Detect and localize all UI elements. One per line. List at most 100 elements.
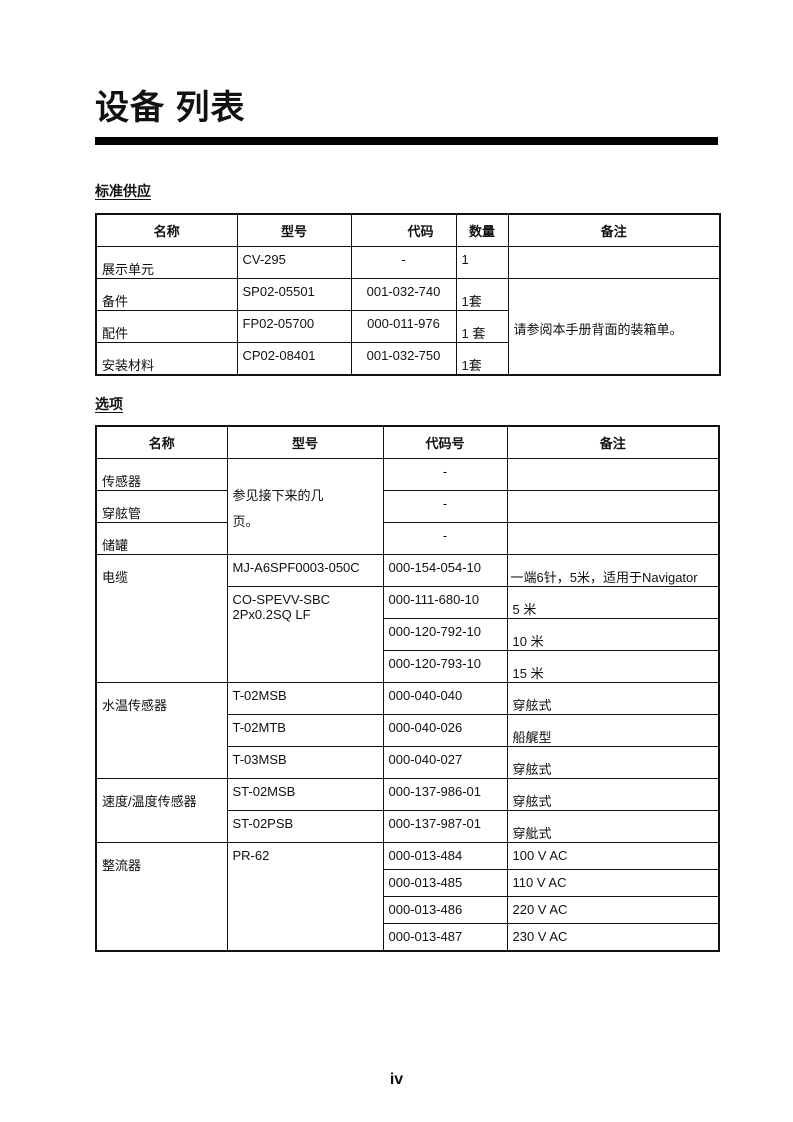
cell-code: 001-032-740: [350, 277, 457, 311]
table-header-row: 名称 型号 代码 数量 备注: [95, 213, 721, 247]
cell-note: [506, 457, 720, 491]
cell-name: 传感器: [95, 457, 228, 491]
header-name: 名称: [95, 425, 228, 459]
cell-note: 220 V AC: [506, 895, 720, 924]
cell-name: 储罐: [95, 521, 228, 555]
cell-model: T-02MTB: [226, 713, 384, 747]
cell-note: 110 V AC: [506, 868, 720, 897]
cell-shared-note: 请参阅本手册背面的装箱单。: [507, 277, 721, 375]
table-row: 传感器 参见接下来的几页。 -: [95, 457, 720, 555]
cell-note: 100 V AC: [506, 841, 720, 870]
table-row: 速度/温度传感器 ST-02MSB 000-137-986-01 穿舷式: [95, 777, 720, 843]
cell-qty: 1: [455, 245, 509, 279]
cell-note: [506, 489, 720, 523]
header-model: 型号: [236, 213, 352, 247]
cell-note: 穿舷式: [506, 681, 720, 715]
cell-model: MJ-A6SPF0003-050C: [226, 553, 384, 587]
cell-note: 穿舷式: [506, 745, 720, 779]
cell-note: 一端6针，5米，适用于Navigator: [506, 553, 720, 587]
cell-note: 10 米: [506, 617, 720, 651]
cell-name: 穿舷管: [95, 489, 228, 523]
cell-code: 000-120-792-10: [382, 617, 508, 651]
table-row: 电缆 MJ-A6SPF0003-050C 000-154-054-10 一端6针…: [95, 553, 720, 683]
cell-code: 000-040-026: [382, 713, 508, 747]
cell-code: 000-137-987-01: [382, 809, 508, 843]
header-note: 备注: [506, 425, 720, 459]
header-model: 型号: [226, 425, 384, 459]
cell-note: [507, 245, 721, 279]
cell-model: PR-62: [226, 841, 384, 952]
cell-note: 5 米: [506, 585, 720, 619]
cell-model: SP02-05501: [236, 277, 352, 311]
cell-model: CO-SPEVV-SBC 2Px0.2SQ LF: [226, 585, 384, 683]
table-row: 000-120-793-10 15 米: [96, 649, 720, 683]
cell-model: T-02MSB: [226, 681, 384, 715]
cell-model: ST-02MSB: [226, 777, 384, 811]
table-row: 备件 SP02-05501 001-032-740 1套 请参阅本手册背面的装箱…: [95, 277, 721, 375]
table-row: 配件 FP02-05700 000-011-976 1 套: [95, 309, 720, 343]
cell-code: 001-032-750: [350, 341, 457, 375]
cell-note: 船艉型: [506, 713, 720, 747]
standard-supply-table: 名称 型号 代码 数量 备注 展示单元 CV-295 - 1 备件 SP02-0…: [95, 213, 721, 376]
cell-qty: 1套: [455, 341, 509, 375]
table-row: ST-02PSB 000-137-987-01 穿舭式: [96, 809, 720, 843]
cell-code: -: [382, 457, 508, 491]
cell-note: 15 米: [506, 649, 720, 683]
table-header-row: 名称 型号 代码号 备注: [95, 425, 720, 459]
cell-note: 穿舭式: [506, 809, 720, 843]
cell-qty: 1 套: [455, 309, 509, 343]
cell-code: -: [350, 245, 457, 279]
cell-name: 安装材料: [95, 341, 238, 375]
cell-model: CP02-08401: [236, 341, 352, 375]
header-name: 名称: [95, 213, 238, 247]
cell-code: 000-154-054-10: [382, 553, 508, 587]
table-row: 水温传感器 T-02MSB 000-040-040 穿舷式: [95, 681, 720, 779]
table-row: CO-SPEVV-SBC 2Px0.2SQ LF 000-111-680-10 …: [96, 585, 720, 683]
cell-model: FP02-05700: [236, 309, 352, 343]
header-qty: 数量: [455, 213, 509, 247]
header-code: 代码: [350, 213, 457, 247]
cell-qty: 1套: [455, 277, 509, 311]
cell-name: 配件: [95, 309, 238, 343]
cell-code: 000-040-040: [382, 681, 508, 715]
cell-note: 230 V AC: [506, 922, 720, 952]
cell-model: T-03MSB: [226, 745, 384, 779]
cell-name: 整流器: [95, 841, 228, 952]
cell-model: ST-02PSB: [226, 809, 384, 843]
options-heading: 选项: [95, 396, 123, 412]
cell-code: 000-111-680-10: [382, 585, 508, 619]
cell-code: 000-013-486: [382, 895, 508, 924]
title-rule: [95, 137, 718, 145]
cell-code: 000-011-976: [350, 309, 457, 343]
table-row: 安装材料 CP02-08401 001-032-750 1套: [95, 341, 720, 375]
cell-model-see-pages: 参见接下来的几页。: [226, 457, 384, 555]
page-title: 设备 列表: [95, 89, 246, 127]
cell-model: CV-295: [236, 245, 352, 279]
cell-code: 000-013-487: [382, 922, 508, 952]
cell-name: 电缆: [95, 553, 228, 683]
see-pages-text: 参见接下来的几页。: [232, 487, 324, 529]
cell-code: 000-013-484: [382, 841, 508, 870]
cell-code: 000-137-986-01: [382, 777, 508, 811]
options-table: 名称 型号 代码号 备注 传感器 参见接下来的几页。 - 穿舷管 - 储罐 - …: [95, 425, 720, 952]
cell-name: 展示单元: [95, 245, 238, 279]
cell-name: 水温传感器: [95, 681, 228, 779]
header-note: 备注: [507, 213, 721, 247]
page-number: iv: [389, 1071, 404, 1088]
cell-note: 穿舷式: [506, 777, 720, 811]
header-code: 代码号: [382, 425, 508, 459]
cell-name: 备件: [95, 277, 238, 311]
table-row: 穿舷管 -: [95, 489, 720, 523]
cell-code: 000-013-485: [382, 868, 508, 897]
table-row: 整流器 PR-62 000-013-484 100 V AC: [95, 841, 720, 952]
cell-code: 000-120-793-10: [382, 649, 508, 683]
cell-code: -: [382, 489, 508, 523]
table-row: 000-013-487 230 V AC: [96, 922, 720, 952]
cell-code: 000-040-027: [382, 745, 508, 779]
table-row: 储罐 -: [95, 521, 720, 555]
standard-supply-heading: 标准供应: [95, 183, 151, 199]
cell-code: -: [382, 521, 508, 555]
cell-note: [506, 521, 720, 555]
table-row: 展示单元 CV-295 - 1: [95, 245, 721, 279]
cell-name: 速度/温度传感器: [95, 777, 228, 843]
